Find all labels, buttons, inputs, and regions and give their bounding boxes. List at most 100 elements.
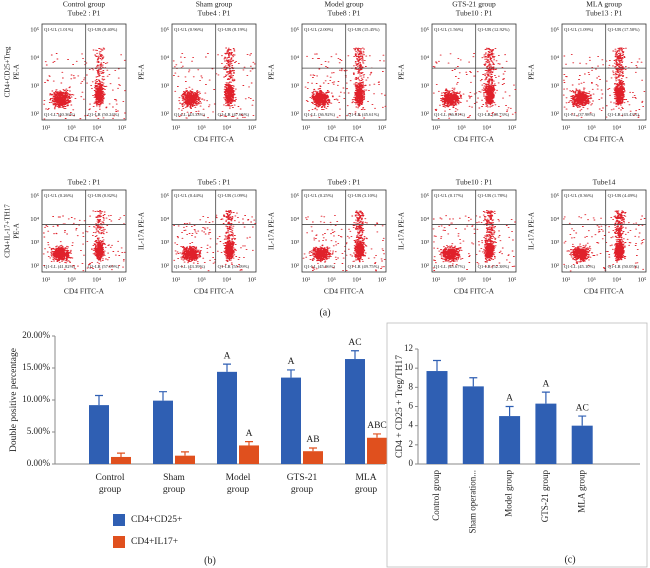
x-tick-line: MLA bbox=[355, 473, 376, 483]
y-axis-label: PE-A bbox=[13, 64, 21, 80]
quadrant-label: Q1-LL (36.92%) bbox=[304, 112, 335, 117]
x-tick-label: 10³ bbox=[67, 276, 76, 283]
bar bbox=[175, 455, 195, 464]
event-dots bbox=[432, 47, 517, 120]
x-tick-label: 10³ bbox=[197, 124, 206, 131]
y-axis-label: CD4+CD25+Treg bbox=[4, 46, 12, 97]
x-tick-label: 10³ bbox=[67, 124, 76, 131]
quadrant-label: Q1-LR (55.09%) bbox=[218, 264, 250, 269]
y-tick-label: 10⁵ bbox=[550, 26, 559, 33]
panel-title: Tube14 bbox=[593, 178, 616, 187]
x-tick-label: 10⁵ bbox=[118, 276, 127, 283]
quadrant-label: Q1-UL (2.00%) bbox=[304, 27, 334, 32]
bar bbox=[111, 456, 131, 464]
x-tick-line: GTS-21 bbox=[287, 473, 318, 483]
y-tick-label: 10⁵ bbox=[420, 26, 429, 33]
y-tick-label: 0 bbox=[409, 458, 414, 468]
annotation: A bbox=[246, 429, 253, 439]
panel-title: MLA group bbox=[586, 0, 622, 9]
bar bbox=[367, 437, 387, 464]
plot-frame bbox=[301, 23, 387, 121]
y-tick-label: 12 bbox=[404, 343, 413, 353]
quadrant-label: Q1-LR (52.38%) bbox=[478, 264, 510, 269]
x-tick-label: 10³ bbox=[327, 124, 336, 131]
annotation: AB bbox=[306, 435, 319, 445]
quadrant-label: Q1-LR (43.43%) bbox=[608, 112, 640, 117]
x-tick-label: 10⁴ bbox=[612, 124, 622, 131]
x-axis-label: CD4 FITC-A bbox=[64, 287, 105, 296]
x-tick-label: 10⁴ bbox=[352, 124, 362, 131]
y-axis-label: IL-17A PE-A bbox=[268, 212, 276, 250]
quadrant-label: Q1-LL (36.81%) bbox=[434, 112, 465, 117]
y-tick-label: 10.00% bbox=[22, 394, 50, 404]
bar bbox=[281, 377, 301, 464]
bar bbox=[426, 371, 448, 464]
x-tick-label: 10² bbox=[42, 124, 51, 131]
event-dots bbox=[562, 210, 646, 272]
y-tick-label: 10⁴ bbox=[30, 54, 40, 61]
x-tick-label: 10⁴ bbox=[482, 276, 492, 283]
error-bar bbox=[181, 451, 189, 456]
y-tick-label: 10⁵ bbox=[160, 192, 169, 199]
y-axis-label: IL-17A PE-A bbox=[138, 212, 146, 250]
x-axis-label: CD4 FITC-A bbox=[584, 135, 625, 144]
error-bar bbox=[287, 369, 295, 378]
quadrant-label: Q1-UL (0.96%) bbox=[174, 27, 204, 32]
x-axis-label: CD4 FITC-A bbox=[584, 287, 625, 296]
x-axis-label: CD4 FITC-A bbox=[324, 135, 365, 144]
error-bar bbox=[117, 452, 125, 457]
x-tick-label: 10⁵ bbox=[508, 276, 517, 283]
panel-title: Tube2 : P1 bbox=[68, 178, 101, 187]
panel-title: Sham group bbox=[196, 0, 233, 9]
panel-title: Model group bbox=[325, 0, 364, 9]
error-bar bbox=[373, 433, 381, 438]
y-tick-label: 10⁴ bbox=[290, 216, 300, 223]
y-tick-label: 10 bbox=[404, 362, 414, 372]
x-tick-line: group bbox=[99, 485, 121, 495]
y-tick-label: 10³ bbox=[551, 239, 560, 246]
plot-frame bbox=[301, 189, 387, 273]
plot-frame bbox=[171, 189, 257, 273]
quadrant-label: Q1-UL (1.01%) bbox=[44, 27, 74, 32]
y-axis-label: PE-A bbox=[268, 64, 276, 80]
y-tick-label: 10² bbox=[31, 262, 40, 269]
x-tick-label: 10² bbox=[172, 276, 181, 283]
x-tick-label: MLA group bbox=[355, 473, 377, 495]
quadrant-label: Q1-UL (0.26%) bbox=[44, 193, 74, 198]
x-tick-label: 10⁵ bbox=[508, 124, 517, 131]
x-tick-line: group bbox=[291, 485, 313, 495]
panel-title: Tube13 : P1 bbox=[586, 9, 623, 18]
error-bar bbox=[578, 415, 587, 426]
bar bbox=[239, 445, 259, 464]
y-axis-label: CD4+IL-17+TH17 bbox=[4, 204, 12, 258]
quadrant-label: Q1-LR (47.65%) bbox=[218, 112, 250, 117]
x-tick-label: 10³ bbox=[457, 124, 466, 131]
y-tick-label: 10³ bbox=[421, 239, 430, 246]
x-tick-label: 10⁵ bbox=[378, 276, 387, 283]
x-tick-label: 10³ bbox=[587, 124, 596, 131]
x-tick-label: Sham operation... bbox=[467, 470, 477, 534]
x-tick-line: Control bbox=[95, 473, 124, 483]
x-tick-label: 10⁵ bbox=[118, 124, 127, 131]
quadrant-label: Q1-UR (15.45%) bbox=[348, 27, 380, 32]
panel-title: Tube8 : P1 bbox=[328, 9, 361, 18]
quadrant-label: Q1-UL (1.56%) bbox=[434, 27, 464, 32]
y-tick-label: 10⁵ bbox=[290, 26, 299, 33]
event-dots bbox=[173, 210, 257, 272]
error-bar bbox=[433, 359, 441, 372]
y-tick-label: 10⁵ bbox=[30, 26, 39, 33]
y-tick-label: 10⁴ bbox=[550, 216, 560, 223]
x-tick-label: 10² bbox=[302, 276, 311, 283]
quadrant-label: Q1-LL (41.82%) bbox=[44, 264, 75, 269]
x-axis-label: CD4 FITC-A bbox=[194, 135, 235, 144]
panel-border bbox=[386, 322, 648, 568]
panel-title: Tube2 : P1 bbox=[68, 9, 101, 18]
x-tick-label: 10³ bbox=[197, 276, 206, 283]
y-tick-label: 10⁵ bbox=[420, 192, 429, 199]
y-tick-label: 10² bbox=[551, 262, 560, 269]
annotation: A bbox=[224, 351, 231, 361]
quadrant-label: Q1-UL (0.36%) bbox=[564, 193, 594, 198]
x-tick-label: 10⁴ bbox=[222, 276, 232, 283]
